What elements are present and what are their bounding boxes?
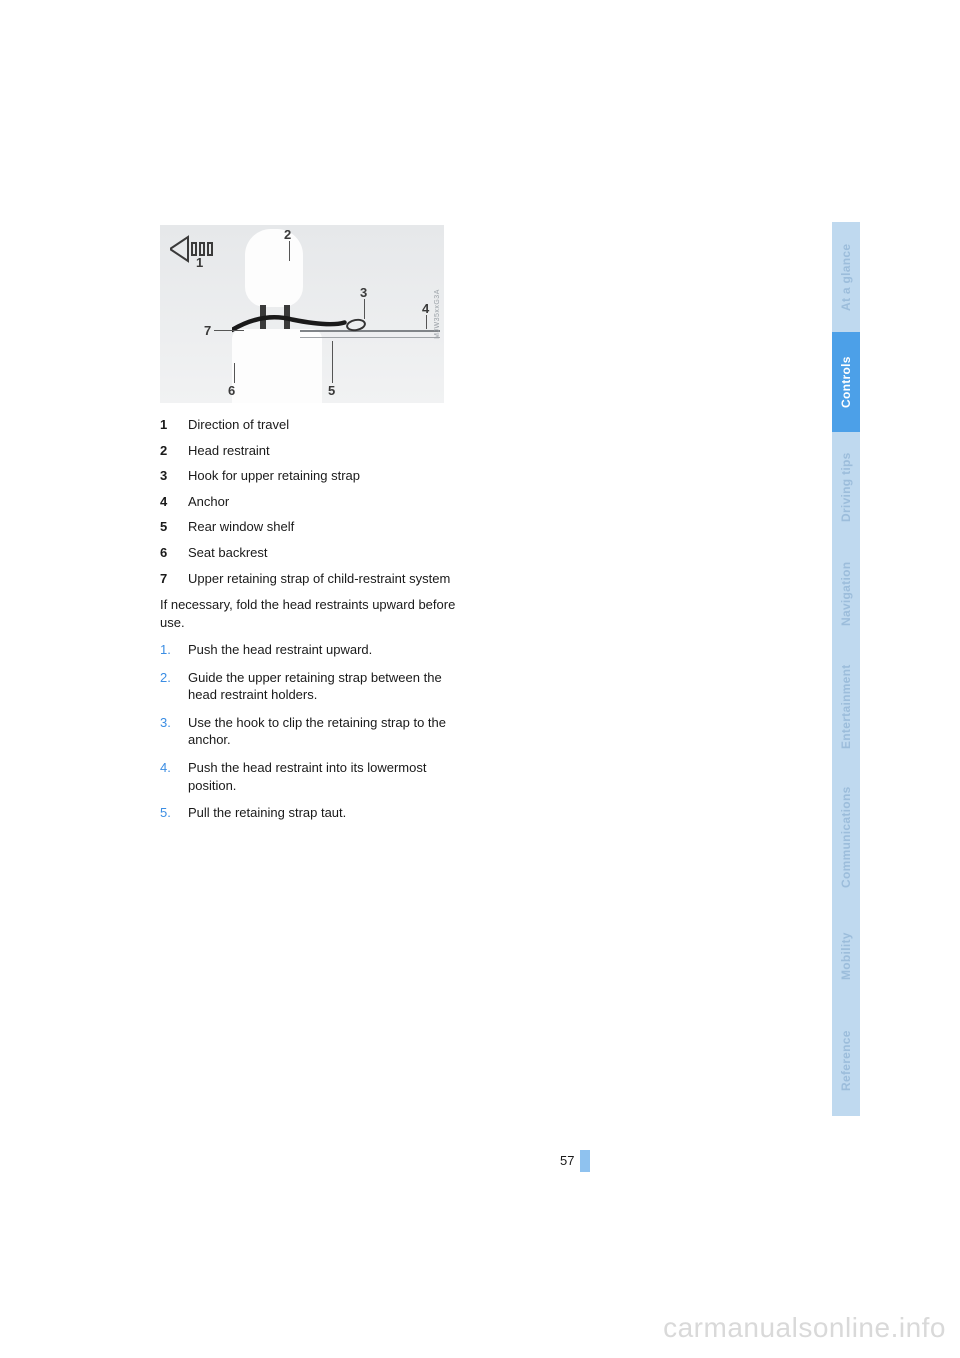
step-number: 2. (160, 669, 188, 704)
tab-reference[interactable]: Reference (832, 1006, 860, 1116)
callout-1: 1 (196, 255, 203, 270)
leader-line (289, 241, 290, 261)
legend-list: 1Direction of travel 2Head restraint 3Ho… (160, 417, 460, 586)
page-number-bar (580, 1150, 590, 1172)
manual-page: 1 2 3 4 5 6 7 MJW35xxG3A 1Direction of t… (0, 0, 960, 1358)
legend-num: 7 (160, 571, 188, 587)
legend-num: 6 (160, 545, 188, 561)
legend-text: Head restraint (188, 443, 460, 459)
content-column: 1 2 3 4 5 6 7 MJW35xxG3A 1Direction of t… (160, 225, 460, 832)
legend-num: 5 (160, 519, 188, 535)
legend-text: Upper retaining strap of child-restraint… (188, 571, 460, 587)
step-number: 5. (160, 804, 188, 822)
step-item: 5.Pull the retaining strap taut. (160, 804, 460, 822)
step-number: 3. (160, 714, 188, 749)
callout-3: 3 (360, 285, 367, 300)
step-text: Push the head restraint upward. (188, 641, 460, 659)
legend-text: Anchor (188, 494, 460, 510)
tab-mobility[interactable]: Mobility (832, 906, 860, 1006)
tab-driving-tips[interactable]: Driving tips (832, 432, 860, 542)
intro-paragraph: If necessary, fold the head restraints u… (160, 596, 460, 631)
step-text: Pull the retaining strap taut. (188, 804, 460, 822)
tab-navigation[interactable]: Navigation (832, 542, 860, 646)
page-number: 57 (560, 1153, 574, 1168)
legend-item: 7Upper retaining strap of child-restrain… (160, 571, 460, 587)
step-item: 1.Push the head restraint upward. (160, 641, 460, 659)
callout-2: 2 (284, 227, 291, 242)
step-item: 3.Use the hook to clip the retaining str… (160, 714, 460, 749)
legend-num: 2 (160, 443, 188, 459)
legend-num: 3 (160, 468, 188, 484)
tab-communications[interactable]: Communications (832, 768, 860, 906)
step-number: 1. (160, 641, 188, 659)
legend-text: Direction of travel (188, 417, 460, 433)
tab-entertainment[interactable]: Entertainment (832, 646, 860, 768)
legend-item: 5Rear window shelf (160, 519, 460, 535)
callout-4: 4 (422, 301, 429, 316)
child-restraint-diagram: 1 2 3 4 5 6 7 MJW35xxG3A (160, 225, 444, 403)
watermark: carmanualsonline.info (663, 1312, 946, 1344)
step-text: Use the hook to clip the retaining strap… (188, 714, 460, 749)
legend-item: 3Hook for upper retaining strap (160, 468, 460, 484)
leader-line (364, 299, 365, 319)
tab-controls[interactable]: Controls (832, 332, 860, 432)
legend-text: Rear window shelf (188, 519, 460, 535)
step-text: Push the head restraint into its lowermo… (188, 759, 460, 794)
legend-text: Hook for upper retaining strap (188, 468, 460, 484)
headrest-shape (245, 229, 303, 307)
legend-item: 4Anchor (160, 494, 460, 510)
leader-line (234, 363, 235, 383)
step-text: Guide the upper retaining strap between … (188, 669, 460, 704)
callout-6: 6 (228, 383, 235, 398)
legend-num: 1 (160, 417, 188, 433)
step-item: 2.Guide the upper retaining strap betwee… (160, 669, 460, 704)
legend-num: 4 (160, 494, 188, 510)
legend-item: 6Seat backrest (160, 545, 460, 561)
leader-line (332, 341, 333, 383)
step-item: 4.Push the head restraint into its lower… (160, 759, 460, 794)
legend-text: Seat backrest (188, 545, 460, 561)
legend-item: 1Direction of travel (160, 417, 460, 433)
image-code: MJW35xxG3A (434, 289, 441, 339)
callout-5: 5 (328, 383, 335, 398)
tab-at-a-glance[interactable]: At a glance (832, 222, 860, 332)
leader-line (426, 315, 427, 329)
step-number: 4. (160, 759, 188, 794)
steps-list: 1.Push the head restraint upward. 2.Guid… (160, 641, 460, 821)
section-tabs: At a glance Controls Driving tips Naviga… (832, 222, 860, 1116)
callout-7: 7 (204, 323, 211, 338)
legend-item: 2Head restraint (160, 443, 460, 459)
leader-line (214, 330, 244, 331)
